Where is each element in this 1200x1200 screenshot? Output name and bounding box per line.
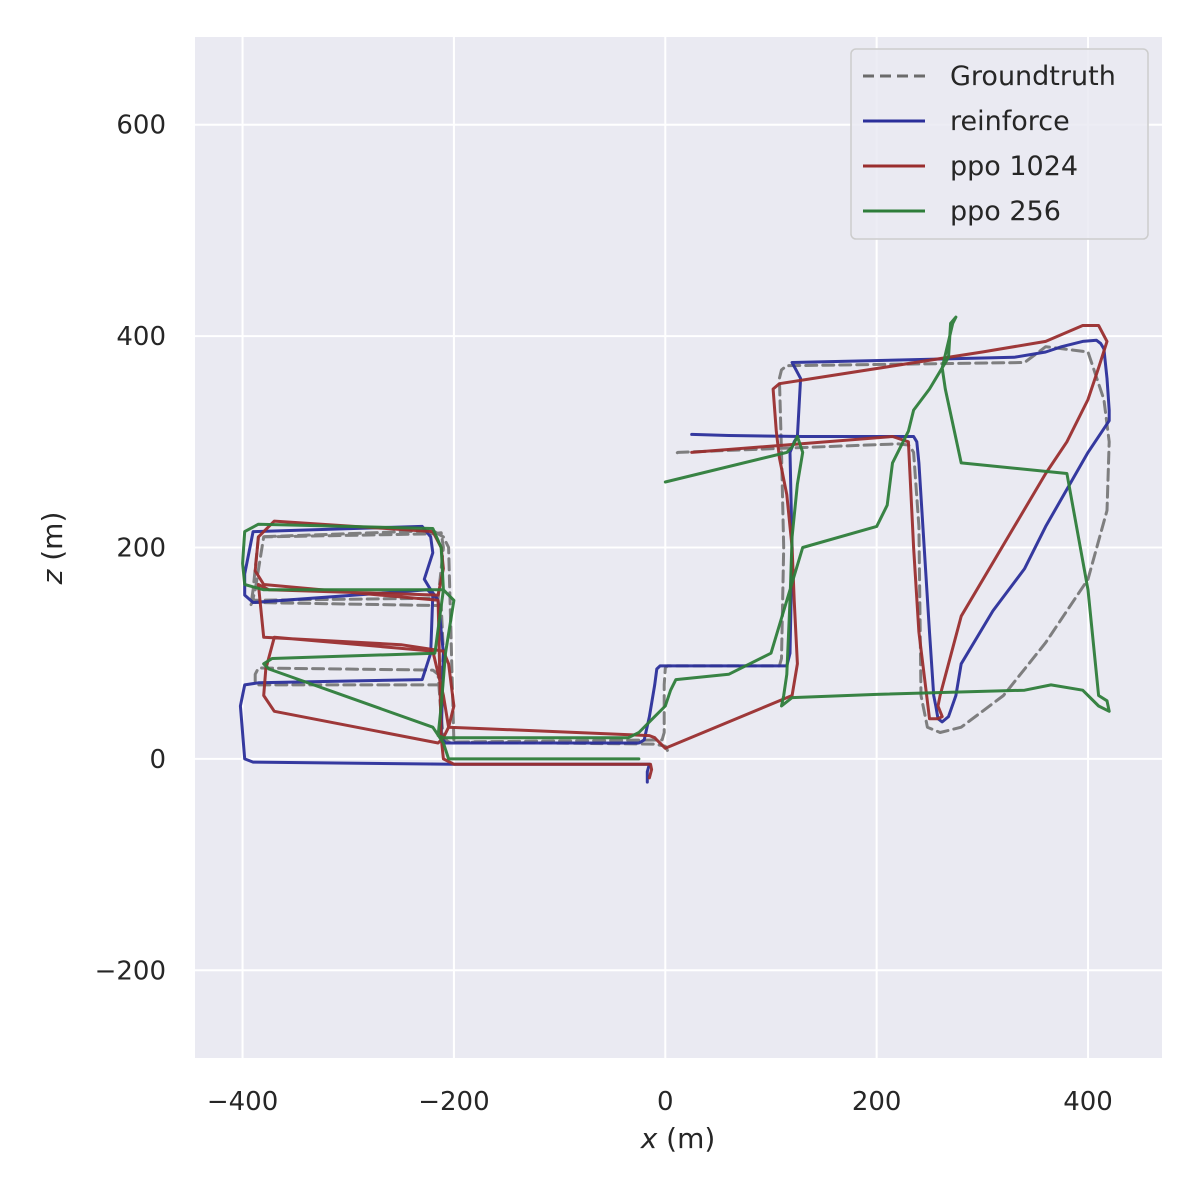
x-axis-label: x (m) [640, 1122, 716, 1155]
y-tick-label: −200 [95, 956, 166, 986]
legend-label-ppo-256: ppo 256 [950, 196, 1061, 227]
legend-label-ppo-1024: ppo 1024 [950, 151, 1078, 182]
series-line-ppo-256 [241, 315, 1111, 761]
legend-items: Groundtruth reinforce ppo 1024 ppo 256 [863, 61, 1116, 227]
y-tick-label: 0 [149, 745, 166, 775]
y-tick-label: 400 [116, 322, 166, 352]
legend: Groundtruth reinforce ppo 1024 ppo 256 [850, 48, 1149, 240]
y-tick-label: 200 [116, 534, 166, 564]
x-tick-label: 0 [657, 1087, 674, 1117]
series-line-groundtruth [249, 345, 1111, 752]
y-tick-labels: −200 0 200 400 600 [95, 111, 166, 987]
y-tick-label: 600 [116, 111, 166, 141]
legend-label-reinforce: reinforce [950, 106, 1070, 137]
x-tick-label: −400 [207, 1087, 278, 1117]
legend-label-groundtruth: Groundtruth [950, 61, 1116, 92]
y-axis-label: z (m) [36, 512, 69, 586]
series-layer [238, 315, 1111, 784]
legend-box [850, 48, 1149, 240]
x-tick-labels: −400 −200 0 200 400 [207, 1087, 1113, 1117]
series-line-ppo-1024 [253, 324, 1109, 780]
x-tick-label: 400 [1063, 1087, 1113, 1117]
x-tick-label: −200 [418, 1087, 489, 1117]
x-tick-label: 200 [852, 1087, 902, 1117]
